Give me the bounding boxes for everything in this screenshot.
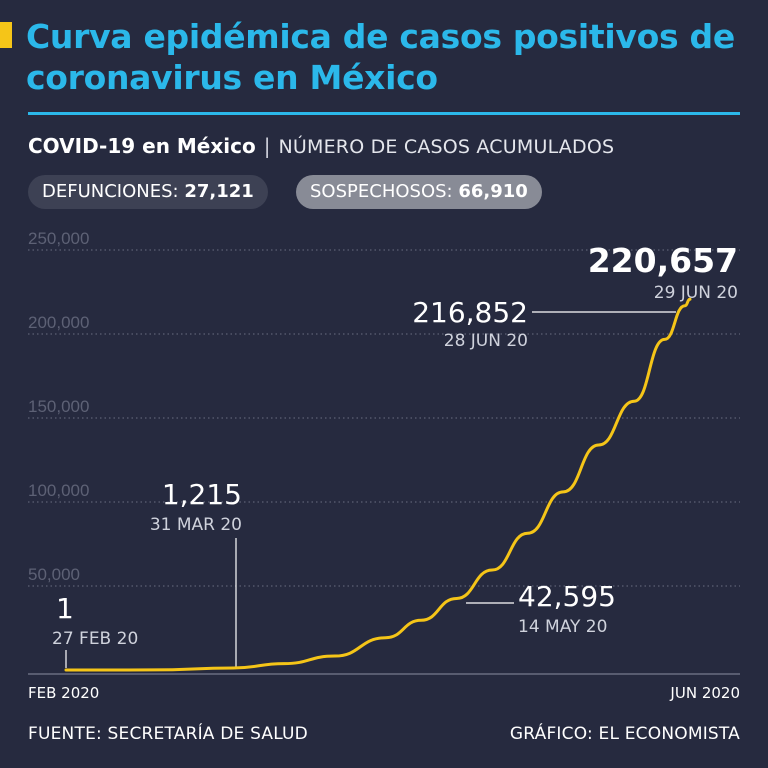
callout-layer: [65, 311, 676, 668]
y-tick-label: 200,000: [28, 313, 89, 332]
annotation-value: 216,852: [412, 296, 528, 329]
y-tick-label: 100,000: [28, 481, 89, 500]
line-layer: [64, 297, 692, 672]
x-axis-start-label: FEB 2020: [28, 684, 99, 702]
annotation-date: 27 FEB 20: [52, 629, 138, 649]
source-note: FUENTE: SECRETARÍA DE SALUD: [28, 724, 308, 744]
deaths-label: DEFUNCIONES:: [42, 181, 179, 202]
annotation-date: 29 JUN 20: [654, 283, 738, 303]
y-tick-label: 250,000: [28, 229, 89, 248]
label-layer: 50,000 100,000 150,000 200,000 250,000 FEB 20…: [28, 229, 740, 702]
title-divider: [28, 112, 740, 115]
grid-layer: [28, 249, 740, 675]
suspects-label: SOSPECHOSOS:: [310, 181, 453, 202]
annotation-value: 220,657: [588, 241, 738, 280]
deaths-value: 27,121: [184, 181, 254, 202]
annotation-value: 1: [56, 592, 74, 625]
deaths-badge: DEFUNCIONES: 27,121: [28, 175, 268, 209]
suspects-value: 66,910: [458, 181, 528, 202]
annotation-value: 1,215: [162, 478, 242, 511]
annotation-date: 14 MAY 20: [518, 617, 607, 637]
subtitle-light: NÚMERO DE CASOS ACUMULADOS: [278, 136, 615, 158]
y-tick-label: 150,000: [28, 397, 89, 416]
subtitle-separator: |: [263, 134, 271, 158]
annotation-date: 28 JUN 20: [444, 331, 528, 351]
chart-subtitle: COVID-19 en México | NÚMERO DE CASOS ACUMU…: [28, 134, 614, 158]
subtitle-strong: COVID-19 en México: [28, 134, 256, 158]
annotation-value: 42,595: [518, 580, 616, 613]
suspects-badge: SOSPECHOSOS: 66,910: [296, 175, 542, 209]
x-axis-end-label: JUN 2020: [669, 684, 740, 702]
annotation-date: 31 MAR 20: [150, 515, 242, 535]
credit-note: GRÁFICO: EL ECONOMISTA: [509, 724, 740, 744]
y-tick-label: 50,000: [28, 565, 80, 584]
accent-bar: [0, 22, 12, 48]
series-line: [64, 297, 692, 672]
page-title: Curva epidémica de casos positivos de co…: [26, 17, 735, 97]
